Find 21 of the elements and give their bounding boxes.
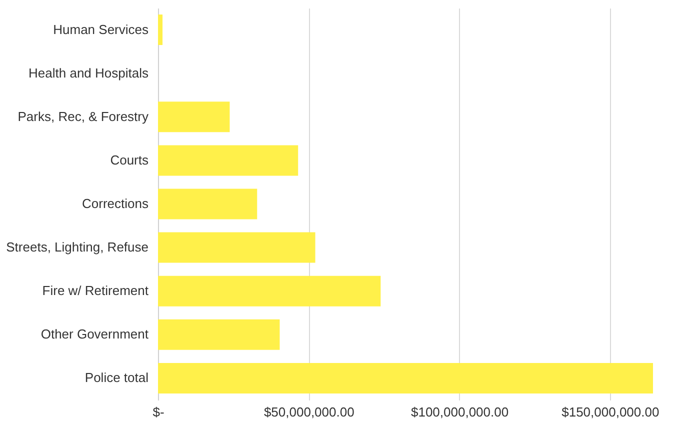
y-tick-label: Human Services xyxy=(53,22,149,37)
x-tick-label: $- xyxy=(152,404,164,420)
y-tick-label: Corrections xyxy=(82,196,149,211)
y-tick-label: Police total xyxy=(84,370,149,386)
y-tick-label: Health and Hospitals xyxy=(28,65,149,80)
bar xyxy=(158,362,653,394)
bar xyxy=(158,276,381,306)
bar xyxy=(158,102,230,132)
bar xyxy=(158,145,298,176)
bar xyxy=(158,188,258,220)
y-tick-label: Courts xyxy=(110,152,149,168)
bar xyxy=(158,232,316,263)
x-tick-label: $50,000,000.00 xyxy=(264,404,354,420)
y-tick-label: Streets, Lighting, Refuse xyxy=(6,240,148,255)
bar xyxy=(158,14,163,46)
x-tick-label: $150,000,000.00 xyxy=(562,404,660,420)
bar xyxy=(158,319,280,350)
y-tick-label: Parks, Rec, & Forestry xyxy=(18,108,149,124)
x-tick-label: $100,000,000.00 xyxy=(410,404,509,420)
y-tick-label: Fire w/ Retirement xyxy=(42,283,149,298)
y-tick-label: Other Government xyxy=(40,326,149,342)
